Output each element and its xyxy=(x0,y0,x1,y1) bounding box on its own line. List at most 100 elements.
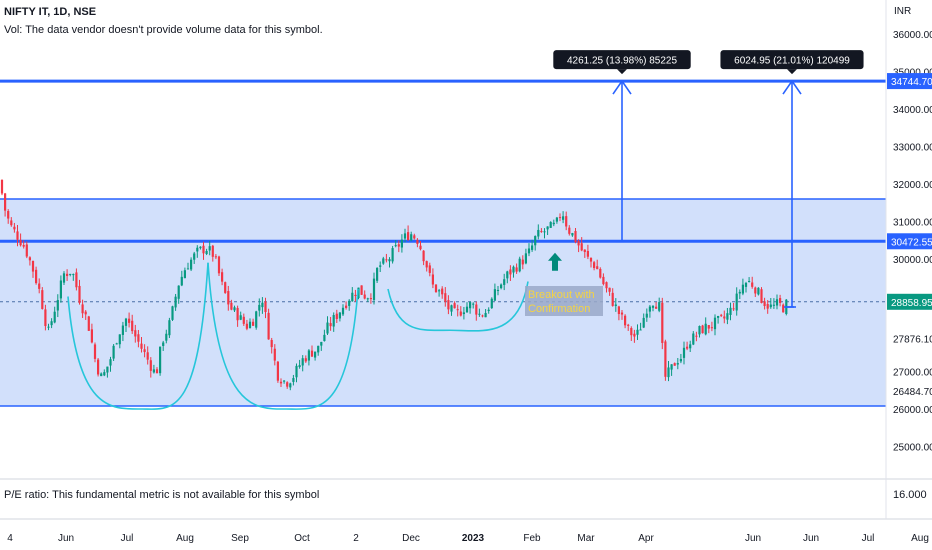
candle-body xyxy=(84,311,87,315)
candle-body xyxy=(366,298,369,300)
candle-body xyxy=(112,345,115,359)
candle-body xyxy=(388,259,391,262)
candle-body xyxy=(605,282,608,289)
candle-body xyxy=(78,285,81,303)
candle-body xyxy=(41,290,44,309)
candle-body xyxy=(518,258,521,272)
candle-body xyxy=(214,256,217,258)
candle-body xyxy=(267,312,270,340)
candle-body xyxy=(540,231,543,233)
candle-body xyxy=(577,241,580,246)
candle-body xyxy=(143,349,146,353)
candle-body xyxy=(202,245,205,254)
x-tick-label: 2 xyxy=(353,533,359,544)
candle-body xyxy=(782,304,785,313)
currency-label: INR xyxy=(894,6,912,17)
measure-label: 4261.25 (13.98%) 85225 xyxy=(567,56,678,67)
candle-body xyxy=(0,179,4,194)
candle-body xyxy=(701,325,704,334)
candle-body xyxy=(512,266,515,273)
x-tick-label: 4 xyxy=(7,533,13,544)
candle-body xyxy=(500,284,503,289)
candle-body xyxy=(140,343,143,349)
candle-body xyxy=(593,262,596,269)
candle-body xyxy=(211,245,214,257)
candle-body xyxy=(565,216,568,227)
candle-body xyxy=(441,288,444,295)
x-tick-label: Jun xyxy=(745,533,761,544)
candle-body xyxy=(357,287,360,299)
candle-body xyxy=(459,311,462,316)
candle-body xyxy=(16,231,19,240)
candle-body xyxy=(47,326,50,328)
y-tick-label: 25000.00 xyxy=(893,443,932,454)
candle-body xyxy=(276,361,279,381)
candle-body xyxy=(589,257,593,262)
candle-body xyxy=(53,311,56,323)
candle-body xyxy=(608,287,611,292)
candle-body xyxy=(419,245,422,250)
candle-body xyxy=(741,284,744,294)
y-tick-label: 27000.00 xyxy=(893,368,932,379)
candle-body xyxy=(676,363,679,365)
candle-body xyxy=(717,315,720,318)
candle-body xyxy=(667,367,670,378)
candle-body xyxy=(645,313,648,318)
candle-body xyxy=(168,320,171,336)
candle-body xyxy=(152,369,155,373)
measure-label-box xyxy=(720,50,864,70)
candle-body xyxy=(397,244,400,247)
candle-body xyxy=(193,253,196,260)
x-tick-label: 2023 xyxy=(462,533,485,544)
candle-body xyxy=(292,378,295,382)
candle-body xyxy=(134,330,137,337)
x-tick-label: Mar xyxy=(577,533,595,544)
x-tick-label: Jul xyxy=(121,533,134,544)
candle-body xyxy=(425,261,428,268)
channel-fill xyxy=(0,199,886,406)
price-label: 30472.55 xyxy=(891,237,932,248)
candle-body xyxy=(431,274,434,285)
candle-body xyxy=(407,232,410,241)
candle-body xyxy=(81,304,84,314)
candle-body xyxy=(658,302,661,311)
candle-body xyxy=(348,300,351,306)
x-tick-label: Jul xyxy=(862,533,875,544)
y-tick-label: 34000.00 xyxy=(893,105,932,116)
candle-body xyxy=(93,344,97,359)
candle-body xyxy=(527,248,531,254)
candle-body xyxy=(521,259,524,265)
candle-body xyxy=(121,325,124,335)
x-tick-label: Jun xyxy=(58,533,74,544)
candle-body xyxy=(679,358,682,362)
candle-body xyxy=(394,245,397,247)
candle-body xyxy=(146,352,149,360)
candle-body xyxy=(481,315,484,317)
candle-body xyxy=(707,325,710,329)
candle-body xyxy=(515,267,518,272)
candle-body xyxy=(580,243,583,251)
candle-body xyxy=(720,314,723,316)
candle-body xyxy=(360,285,363,295)
y-tick-label: 33000.00 xyxy=(893,143,932,154)
candle-body xyxy=(109,359,112,366)
candle-body xyxy=(757,287,760,295)
candle-body xyxy=(66,273,69,276)
candle-body xyxy=(137,334,140,342)
candle-body xyxy=(62,273,66,283)
candle-body xyxy=(286,382,289,387)
candle-body xyxy=(558,217,562,219)
candle-body xyxy=(413,235,416,239)
candle-body xyxy=(22,245,25,247)
candle-body xyxy=(428,265,431,273)
candle-body xyxy=(283,380,286,382)
candle-body xyxy=(341,307,345,315)
candle-body xyxy=(50,321,53,326)
candle-body xyxy=(487,309,490,311)
candle-body xyxy=(227,291,230,305)
candle-body xyxy=(769,304,772,308)
candle-body xyxy=(97,359,100,375)
candle-body xyxy=(651,306,655,308)
